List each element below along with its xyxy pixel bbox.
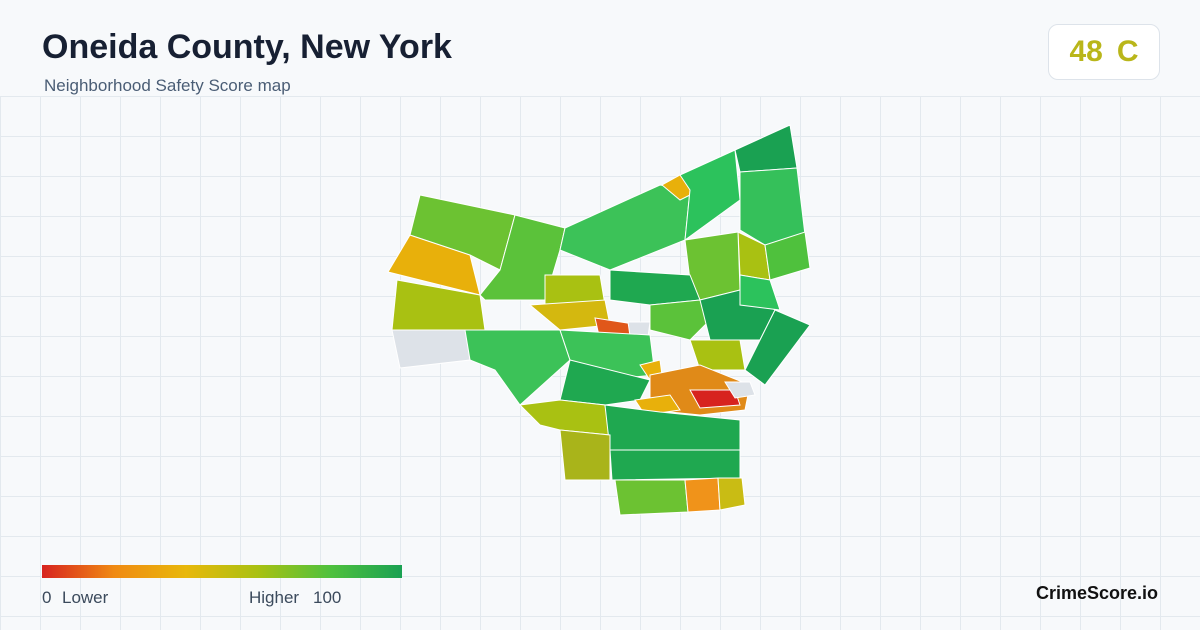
region [744, 309, 811, 386]
legend-gradient [42, 565, 402, 578]
region [464, 329, 571, 406]
legend-max: 100 [313, 588, 342, 607]
region [609, 269, 701, 306]
title: Oneida County, New York [42, 28, 452, 66]
header [0, 0, 1200, 96]
legend-min-label: Lower [62, 588, 109, 607]
region [739, 167, 806, 246]
legend-max-label: Higher [249, 588, 300, 607]
score-grade: C [1116, 35, 1139, 68]
legend-min: 0 [42, 588, 52, 607]
region [391, 324, 471, 369]
region [734, 124, 798, 173]
score-value: 48 [1069, 35, 1103, 68]
region [409, 194, 516, 271]
region [518, 399, 611, 436]
region [559, 359, 651, 406]
region [649, 299, 711, 341]
score-badge: 48 C [1048, 24, 1160, 80]
subtitle: Neighborhood Safety Score map [44, 76, 291, 95]
region [689, 389, 741, 409]
region [739, 274, 781, 311]
region [559, 184, 691, 271]
region [689, 339, 746, 371]
region [609, 449, 741, 481]
region [679, 149, 741, 242]
region [717, 477, 746, 511]
region [614, 479, 689, 516]
region [684, 477, 721, 513]
brand: CrimeScore.io [1036, 583, 1159, 603]
region [764, 231, 811, 281]
region [559, 429, 611, 481]
region [724, 381, 756, 399]
